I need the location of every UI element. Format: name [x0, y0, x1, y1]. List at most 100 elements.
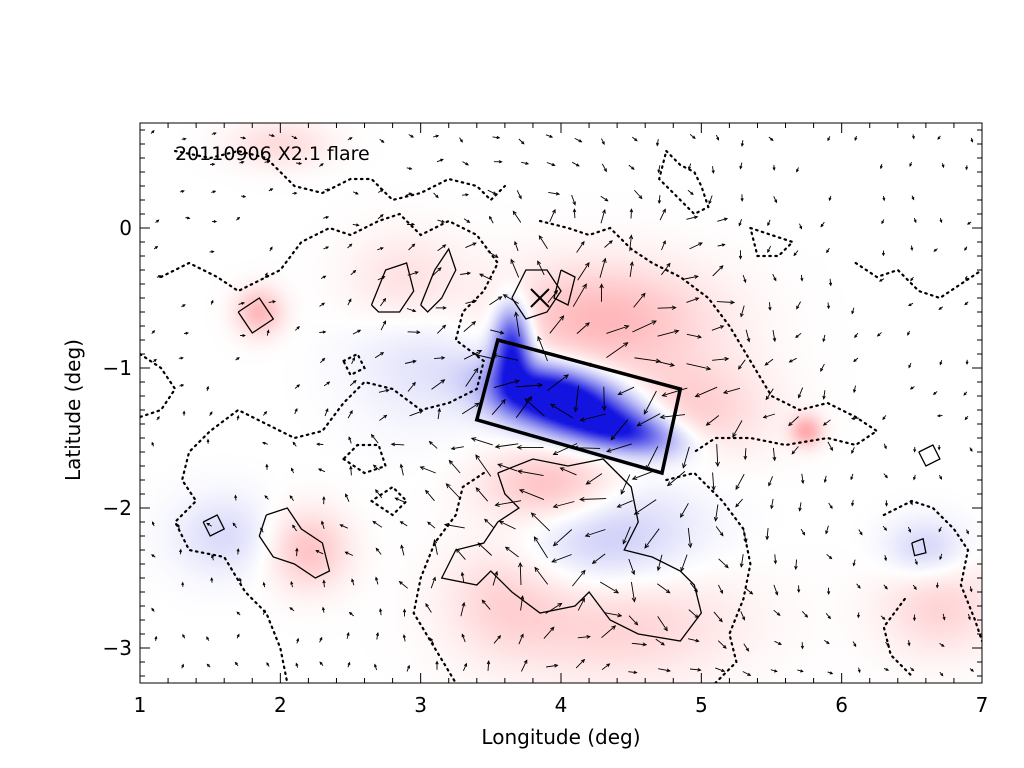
- vector-arrow: [185, 216, 191, 220]
- solid-contour: [911, 537, 927, 557]
- vector-arrow: [319, 163, 324, 167]
- x-tick-label: 5: [695, 693, 708, 717]
- vector-arrow: [795, 332, 802, 339]
- vector-arrow: [323, 246, 330, 250]
- vector-arrow: [884, 500, 889, 507]
- vector-arrow: [156, 275, 162, 279]
- vector-arrow: [909, 386, 915, 390]
- vector-arrow: [739, 554, 744, 568]
- vector-arrow: [489, 296, 503, 306]
- vector-arrow: [599, 257, 607, 278]
- vector-arrow: [462, 662, 468, 671]
- vector-arrow: [448, 459, 461, 474]
- vector-arrow: [822, 390, 826, 400]
- vector-arrow: [938, 526, 942, 533]
- vector-arrow: [419, 466, 436, 474]
- vector-arrow: [910, 245, 914, 252]
- vector-arrow: [455, 548, 466, 560]
- vector-arrow: [885, 641, 890, 647]
- vector-arrow: [436, 158, 444, 163]
- vector-arrow: [856, 612, 861, 619]
- vector-arrow: [481, 599, 491, 610]
- vector-arrow: [633, 292, 646, 308]
- vector-arrow: [461, 402, 480, 415]
- vector-arrow: [820, 221, 825, 228]
- vector-arrow: [738, 219, 743, 227]
- vector-arrow: [661, 262, 671, 276]
- vector-arrow: [479, 273, 493, 281]
- vector-arrow: [475, 487, 489, 502]
- vector-arrow: [765, 388, 774, 401]
- vector-arrow: [656, 554, 663, 572]
- vector-arrow: [632, 320, 657, 333]
- vector-arrow: [909, 667, 915, 672]
- vector-arrow: [546, 663, 559, 668]
- vector-arrow: [206, 385, 210, 392]
- vector-arrow: [504, 546, 519, 558]
- vector-arrow: [211, 220, 218, 224]
- y-tick-label: 0: [119, 216, 132, 240]
- solid-contour-layer: [202, 247, 941, 642]
- dotted-contour: [538, 219, 879, 454]
- vector-arrow: [549, 208, 556, 222]
- vector-arrow: [738, 250, 743, 260]
- vector-arrow: [572, 283, 587, 307]
- vector-arrow: [743, 448, 748, 461]
- vector-arrow: [268, 134, 276, 138]
- vector-arrow: [644, 528, 660, 549]
- vector-arrow: [404, 359, 417, 364]
- vector-arrow: [494, 500, 522, 507]
- vector-arrow: [713, 504, 719, 522]
- vector-arrow: [543, 626, 555, 639]
- vector-arrow: [402, 608, 407, 617]
- vector-arrow: [209, 250, 215, 254]
- vector-arrow: [408, 243, 416, 251]
- vector-arrow: [575, 658, 586, 669]
- vector-arrow: [211, 132, 217, 136]
- y-tick-label: −2: [103, 496, 132, 520]
- vector-arrow: [296, 637, 300, 644]
- vector-arrow: [377, 276, 386, 281]
- vector-arrow: [518, 489, 545, 501]
- x-tick-label: 6: [835, 693, 848, 717]
- vector-arrow: [773, 554, 778, 565]
- vector-arrow: [629, 261, 634, 277]
- vector-arrow: [348, 436, 352, 444]
- vector-arrow: [236, 548, 240, 555]
- vector-arrow: [235, 357, 240, 361]
- vector-arrow: [552, 501, 575, 509]
- vector-arrow: [600, 208, 606, 224]
- vector-arrow: [764, 358, 774, 366]
- vector-arrow: [182, 633, 186, 639]
- vector-arrow: [239, 333, 246, 338]
- solid-contour: [511, 269, 562, 320]
- vector-arrow: [939, 217, 943, 224]
- vector-arrow: [179, 548, 183, 555]
- vector-arrow: [489, 215, 494, 224]
- vector-arrow: [599, 581, 620, 594]
- vector-arrow: [487, 250, 499, 258]
- vector-arrow: [323, 381, 331, 387]
- vector-arrow: [774, 640, 782, 645]
- vector-arrow: [181, 663, 184, 669]
- vector-arrow: [406, 308, 417, 313]
- vector-arrow: [264, 160, 271, 164]
- vector-arrow: [850, 473, 854, 481]
- vector-arrow: [491, 398, 506, 415]
- vector-arrow: [577, 261, 590, 281]
- vector-arrow: [628, 234, 634, 252]
- y-axis-label: Latitude (deg): [61, 339, 85, 481]
- vector-arrow: [238, 301, 246, 305]
- vector-arrow: [913, 217, 917, 224]
- vector-arrow: [655, 360, 676, 367]
- vector-arrow: [152, 358, 157, 363]
- vector-arrow: [661, 387, 688, 397]
- vector-arrow: [740, 140, 744, 147]
- dotted-contour: [140, 352, 177, 419]
- vector-arrow: [151, 441, 155, 447]
- vector-arrow: [156, 416, 160, 421]
- vector-arrow: [324, 408, 329, 417]
- vector-arrow: [210, 299, 214, 305]
- vector-arrow: [319, 302, 326, 307]
- vector-arrow: [394, 497, 405, 503]
